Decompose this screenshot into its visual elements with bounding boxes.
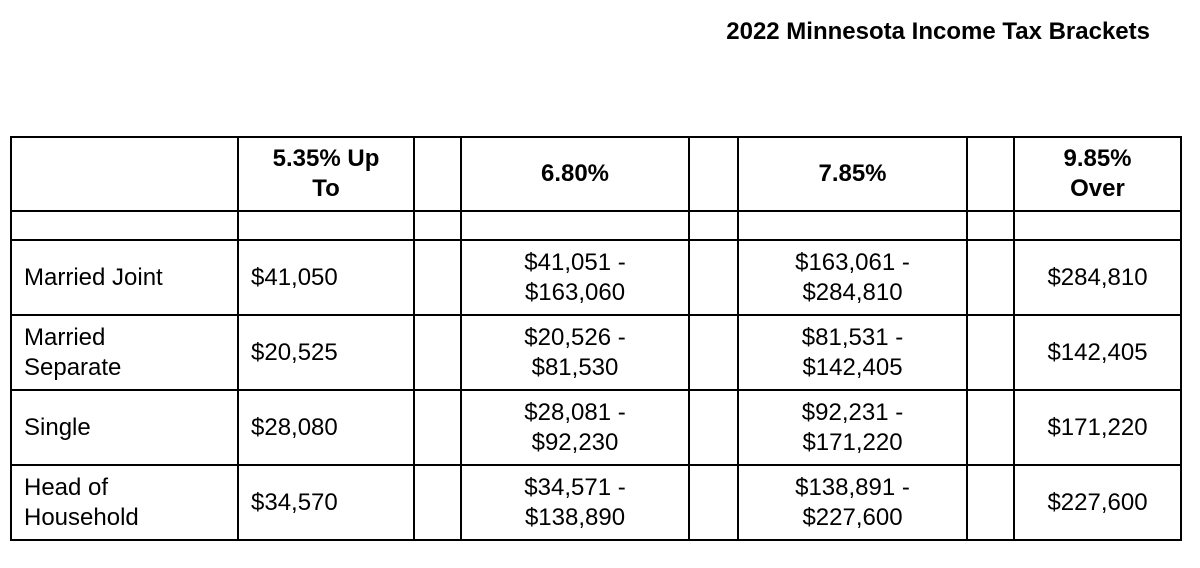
table-cell: 7.85% <box>737 136 968 212</box>
table-cell: $28,081 - $92,230 <box>460 389 690 466</box>
empty-cell <box>966 314 1015 391</box>
empty-cell <box>688 389 739 466</box>
empty-cell <box>413 239 462 316</box>
empty-cell <box>413 314 462 391</box>
header-row: 5.35% Up To 6.80% 7.85% 9.85% Over <box>10 136 1182 212</box>
empty-cell <box>413 464 462 541</box>
empty-cell <box>737 210 968 241</box>
empty-cell <box>237 210 415 241</box>
empty-cell <box>966 389 1015 466</box>
empty-cell <box>966 464 1015 541</box>
table-cell: 5.35% Up To <box>237 136 415 212</box>
table-cell: $34,571 - $138,890 <box>460 464 690 541</box>
table-cell: $41,050 <box>237 239 415 316</box>
empty-cell <box>10 136 239 212</box>
table-cell: $20,526 - $81,530 <box>460 314 690 391</box>
table-cell: $284,810 <box>1013 239 1182 316</box>
empty-cell <box>413 389 462 466</box>
empty-cell <box>966 136 1015 212</box>
empty-cell <box>688 464 739 541</box>
table-body: 5.35% Up To 6.80% 7.85% 9.85% Over Married J… <box>10 136 1182 541</box>
table-cell: $34,570 <box>237 464 415 541</box>
empty-cell <box>966 239 1015 316</box>
table-cell: $171,220 <box>1013 389 1182 466</box>
data-row: Married Joint $41,050 $41,051 - $163,060 $1… <box>10 239 1182 316</box>
data-row: Head of Household $34,570 $34,571 - $138,8… <box>10 464 1182 541</box>
empty-cell <box>413 136 462 212</box>
data-row: Single $28,080 $28,081 - $92,230 $92,231 - … <box>10 389 1182 466</box>
table-cell: $163,061 - $284,810 <box>737 239 968 316</box>
empty-cell <box>966 210 1015 241</box>
data-row: Married Separate $20,525 $20,526 - $81,530… <box>10 314 1182 391</box>
empty-cell <box>413 210 462 241</box>
tax-table: 5.35% Up To 6.80% 7.85% 9.85% Over Married J… <box>10 136 1182 541</box>
table-cell: 6.80% <box>460 136 690 212</box>
table-cell: $20,525 <box>237 314 415 391</box>
empty-cell <box>688 239 739 316</box>
empty-cell <box>688 210 739 241</box>
table-cell: $41,051 - $163,060 <box>460 239 690 316</box>
spacer-row <box>10 210 1182 241</box>
table-cell: Married Joint <box>10 239 239 316</box>
table-cell: $81,531 - $142,405 <box>737 314 968 391</box>
table-cell: $138,891 - $227,600 <box>737 464 968 541</box>
table-cell: 9.85% Over <box>1013 136 1182 212</box>
table-cell: $142,405 <box>1013 314 1182 391</box>
empty-cell <box>688 136 739 212</box>
table-cell: Single <box>10 389 239 466</box>
empty-cell <box>10 210 239 241</box>
table-cell: Head of Household <box>10 464 239 541</box>
table-cell: $227,600 <box>1013 464 1182 541</box>
empty-cell <box>1013 210 1182 241</box>
table-cell: $92,231 - $171,220 <box>737 389 968 466</box>
empty-cell <box>688 314 739 391</box>
table-cell: Married Separate <box>10 314 239 391</box>
empty-cell <box>460 210 690 241</box>
title: 2022 Minnesota Income Tax Brackets <box>726 18 1150 45</box>
table-cell: $28,080 <box>237 389 415 466</box>
